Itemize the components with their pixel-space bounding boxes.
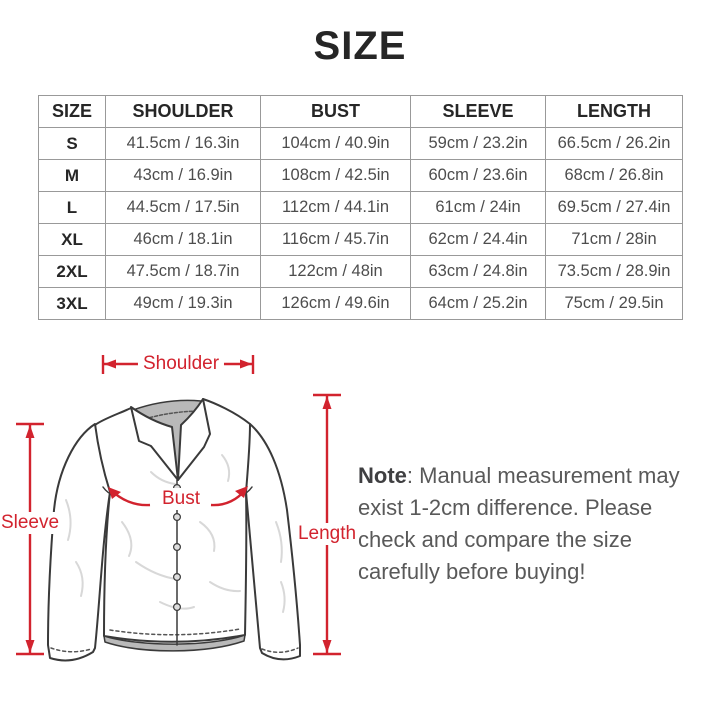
col-header-shoulder: SHOULDER [105, 95, 261, 128]
sleeve-cell: 60cm / 23.6in [410, 159, 546, 192]
bust-cell: 126cm / 49.6in [260, 287, 411, 320]
page-title: SIZE [313, 24, 407, 68]
note-separator: : [406, 463, 420, 488]
col-header-length: LENGTH [545, 95, 683, 128]
note-body: Manual measurement may exist 1-2cm diffe… [358, 463, 680, 584]
shirt-illustration [47, 398, 301, 662]
sleeve-cell: 64cm / 25.2in [410, 287, 546, 320]
sleeve-arrow [16, 422, 44, 656]
table-row: 2XL 47.5cm / 18.7in 122cm / 48in 63cm / … [38, 255, 683, 288]
bust-label: Bust [156, 488, 206, 510]
length-cell: 69.5cm / 27.4in [545, 191, 683, 224]
table-header-row: SIZE SHOULDER BUST SLEEVE LENGTH [38, 95, 683, 128]
shoulder-cell: 49cm / 19.3in [105, 287, 261, 320]
hem-stitch [109, 628, 241, 636]
size-cell: L [38, 191, 106, 224]
size-cell: XL [38, 223, 106, 256]
bust-arrows [108, 486, 248, 507]
sleeve-cell: 59cm / 23.2in [410, 127, 546, 160]
right-sleeve [245, 423, 301, 661]
length-cell: 75cm / 29.5in [545, 287, 683, 320]
wrinkle-lines [121, 454, 241, 610]
size-cell: 3XL [38, 287, 106, 320]
shoulder-cell: 41.5cm / 16.3in [105, 127, 261, 160]
hem-roll [103, 634, 246, 652]
right-sleeve-wrinkles [275, 521, 286, 613]
length-cell: 73.5cm / 28.9in [545, 255, 683, 288]
size-cell: M [38, 159, 106, 192]
sleeve-cell: 61cm / 24in [410, 191, 546, 224]
length-label: Length [292, 523, 362, 545]
table-row: 3XL 49cm / 19.3in 126cm / 49.6in 64cm / … [38, 287, 683, 320]
shoulder-cell: 44.5cm / 17.5in [105, 191, 261, 224]
shoulder-cell: 43cm / 16.9in [105, 159, 261, 192]
table-row: XL 46cm / 18.1in 116cm / 45.7in 62cm / 2… [38, 223, 683, 256]
bust-cell: 108cm / 42.5in [260, 159, 411, 192]
right-lapel [177, 398, 211, 481]
left-sleeve [47, 423, 111, 662]
size-cell: 2XL [38, 255, 106, 288]
right-cuff-stitch [261, 647, 299, 653]
measurement-note: Note: Manual measurement may exist 1-2cm… [358, 460, 690, 588]
left-lapel [130, 406, 179, 481]
sleeve-cell: 63cm / 24.8in [410, 255, 546, 288]
garment-measurement-diagram [16, 355, 341, 662]
bust-cell: 122cm / 48in [260, 255, 411, 288]
left-cuff-stitch [50, 647, 92, 653]
bust-cell: 116cm / 45.7in [260, 223, 411, 256]
shoulder-cell: 46cm / 18.1in [105, 223, 261, 256]
bust-cell: 104cm / 40.9in [260, 127, 411, 160]
col-header-size: SIZE [38, 95, 106, 128]
table-row: S 41.5cm / 16.3in 104cm / 40.9in 59cm / … [38, 127, 683, 160]
col-header-bust: BUST [260, 95, 411, 128]
size-cell: S [38, 127, 106, 160]
note-label: Note [358, 463, 407, 488]
col-header-sleeve: SLEEVE [410, 95, 546, 128]
table-row: L 44.5cm / 17.5in 112cm / 44.1in 61cm / … [38, 191, 683, 224]
shoulder-cell: 47.5cm / 18.7in [105, 255, 261, 288]
bust-cell: 112cm / 44.1in [260, 191, 411, 224]
length-cell: 71cm / 28in [545, 223, 683, 256]
shoulder-label: Shoulder [137, 353, 225, 375]
left-sleeve-wrinkles [65, 499, 84, 597]
sleeve-cell: 62cm / 24.4in [410, 223, 546, 256]
length-cell: 66.5cm / 26.2in [545, 127, 683, 160]
length-cell: 68cm / 26.8in [545, 159, 683, 192]
size-table: SIZE SHOULDER BUST SLEEVE LENGTH S 41.5c… [38, 95, 683, 320]
sleeve-label: Sleeve [0, 512, 65, 534]
table-row: M 43cm / 16.9in 108cm / 42.5in 60cm / 23… [38, 159, 683, 192]
